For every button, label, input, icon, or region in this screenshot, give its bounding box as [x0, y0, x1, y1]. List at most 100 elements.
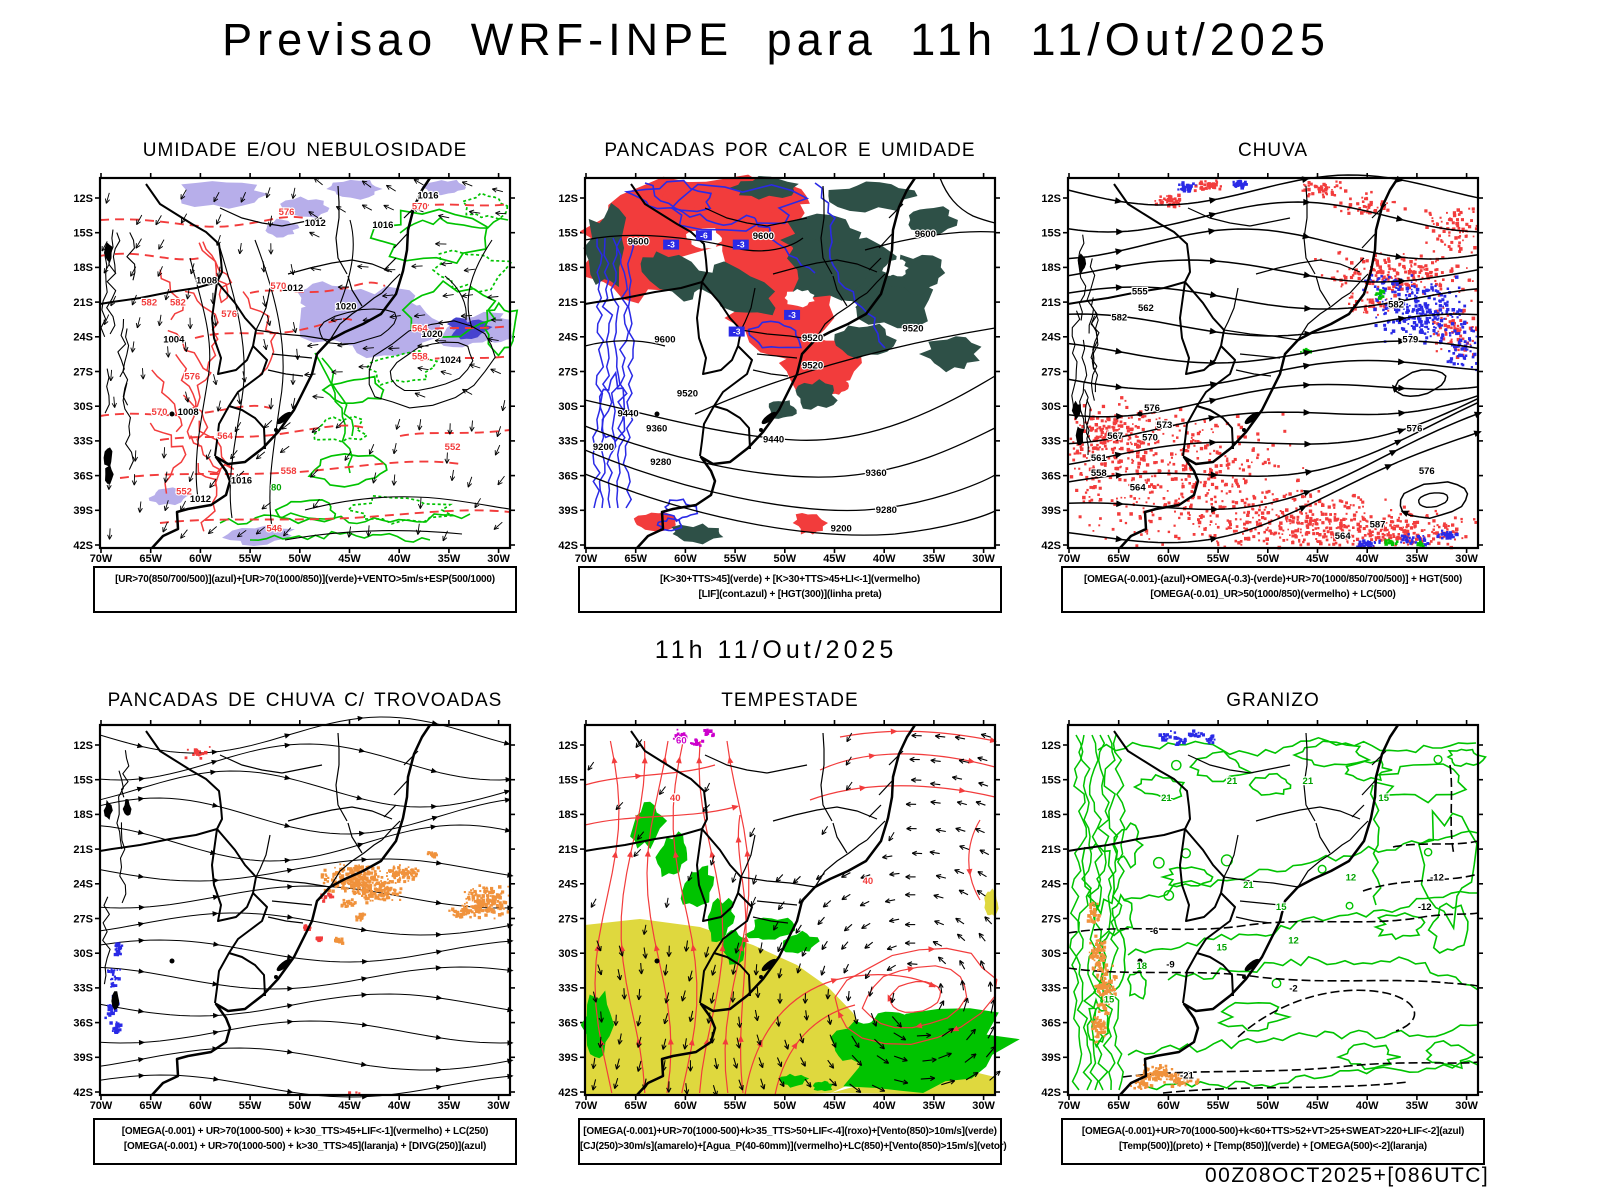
legend-line: [Temp(500)](preto) + [Temp(850)](verde) …: [1119, 1141, 1427, 1152]
svg-text:12S: 12S: [73, 740, 93, 752]
svg-text:30W: 30W: [1455, 553, 1478, 565]
coastline-borders: [584, 724, 917, 1096]
svg-text:1012: 1012: [305, 218, 326, 229]
svg-text:70W: 70W: [90, 553, 113, 565]
shower-speckle: [104, 746, 510, 1095]
svg-text:552: 552: [176, 486, 192, 497]
svg-text:42S: 42S: [1041, 540, 1061, 552]
contour-labels: 582 579 576 576 576 573 570 567 564 561 558 555 582 5…: [1090, 285, 1436, 542]
svg-text:-3: -3: [733, 327, 741, 337]
svg-text:35W: 35W: [438, 553, 461, 565]
svg-text:576: 576: [221, 309, 237, 320]
svg-text:65W: 65W: [1107, 553, 1130, 565]
panel-title-trovoadas: PANCADAS DE CHUVA C/ TROVOADAS: [107, 690, 503, 711]
svg-text:9600: 9600: [753, 231, 774, 242]
svg-text:60W: 60W: [674, 1100, 697, 1112]
svg-text:70W: 70W: [575, 1100, 598, 1112]
svg-text:55W: 55W: [1207, 1100, 1230, 1112]
svg-text:9360: 9360: [866, 468, 887, 479]
svg-text:80: 80: [271, 483, 282, 494]
svg-text:570: 570: [270, 281, 286, 292]
svg-text:39S: 39S: [558, 505, 578, 517]
svg-text:27S: 27S: [73, 913, 93, 925]
legend-line: [LIF](cont.azul) + [HGT(300)](linha pret…: [698, 589, 882, 600]
streamlines-hgt500: [1067, 174, 1483, 544]
svg-text:30S: 30S: [1041, 401, 1061, 413]
svg-text:35W: 35W: [438, 1100, 461, 1112]
svg-text:570: 570: [1142, 433, 1158, 444]
svg-text:555: 555: [1132, 287, 1149, 298]
svg-text:27S: 27S: [1041, 913, 1061, 925]
coastline-borders: [1067, 724, 1400, 1096]
svg-text:50W: 50W: [1256, 553, 1279, 565]
svg-text:55W: 55W: [239, 553, 262, 565]
svg-text:21S: 21S: [73, 297, 93, 309]
svg-text:21S: 21S: [558, 844, 578, 856]
legend-line: [OMEGA(-0.001)-(azul)+OMEGA(-0.3)-(verde…: [1083, 574, 1463, 585]
svg-text:33S: 33S: [73, 983, 93, 995]
svg-text:9600: 9600: [628, 237, 649, 248]
svg-text:-3: -3: [667, 240, 675, 250]
svg-text:40W: 40W: [1356, 1100, 1379, 1112]
wind-vectors: [101, 177, 507, 542]
svg-text:65W: 65W: [1107, 1100, 1130, 1112]
svg-text:30W: 30W: [487, 1100, 510, 1112]
wind-vectors-850: [587, 732, 1001, 1097]
svg-text:9520: 9520: [677, 388, 698, 399]
coastline-borders: [99, 724, 432, 1096]
svg-text:12S: 12S: [73, 193, 93, 205]
svg-text:45W: 45W: [338, 1100, 361, 1112]
svg-text:-3: -3: [737, 240, 745, 250]
legend-line: [K>30+TTS>45](verde) + [K>30+TTS>45+LI<-…: [660, 574, 920, 585]
svg-text:36S: 36S: [1041, 1017, 1061, 1029]
svg-text:564: 564: [217, 431, 234, 442]
svg-text:587: 587: [1370, 520, 1386, 531]
svg-text:36S: 36S: [73, 470, 93, 482]
svg-text:1020: 1020: [335, 301, 356, 312]
svg-text:45W: 45W: [1306, 553, 1329, 565]
svg-text:40W: 40W: [388, 1100, 411, 1112]
svg-text:576: 576: [184, 372, 200, 383]
svg-text:567: 567: [1107, 431, 1123, 442]
svg-text:70W: 70W: [1058, 553, 1081, 565]
svg-text:50W: 50W: [1256, 1100, 1279, 1112]
svg-text:55W: 55W: [1207, 553, 1230, 565]
svg-text:50W: 50W: [773, 1100, 796, 1112]
svg-text:558: 558: [281, 466, 297, 477]
svg-text:65W: 65W: [624, 1100, 647, 1112]
svg-text:9520: 9520: [802, 333, 823, 344]
legend-trovoadas: [OMEGA(-0.001) + UR>70(1000-500) + k>30_…: [93, 1118, 517, 1165]
contour-labels: 9600 9600 9600 9600 9520 9520 9520 9520 9440 9440…: [592, 228, 937, 535]
legend-granizo: [OMEGA(-0.001)+UR>70(1000-500)+k<60+TTS>…: [1061, 1118, 1485, 1165]
svg-text:30S: 30S: [558, 948, 578, 960]
svg-text:35W: 35W: [1406, 1100, 1429, 1112]
svg-text:12S: 12S: [558, 740, 578, 752]
svg-text:70W: 70W: [1058, 1100, 1081, 1112]
run-info: 00Z08OCT2025+[086UTC]: [1205, 1164, 1490, 1187]
svg-text:33S: 33S: [1041, 436, 1061, 448]
svg-text:12S: 12S: [558, 193, 578, 205]
svg-text:9280: 9280: [876, 505, 897, 516]
svg-text:35W: 35W: [923, 1100, 946, 1112]
svg-text:42S: 42S: [558, 1087, 578, 1099]
svg-text:39S: 39S: [558, 1052, 578, 1064]
svg-text:562: 562: [1138, 303, 1154, 314]
svg-text:45W: 45W: [823, 1100, 846, 1112]
svg-text:33S: 33S: [558, 436, 578, 448]
svg-text:24S: 24S: [558, 332, 578, 344]
svg-text:9360: 9360: [646, 423, 667, 434]
svg-text:558: 558: [1091, 468, 1107, 479]
svg-text:60W: 60W: [1157, 553, 1180, 565]
svg-text:42S: 42S: [73, 540, 93, 552]
svg-text:39S: 39S: [73, 1052, 93, 1064]
svg-text:564: 564: [1130, 483, 1147, 494]
svg-text:30W: 30W: [1455, 1100, 1478, 1112]
svg-text:1008: 1008: [178, 407, 199, 418]
svg-text:30S: 30S: [558, 401, 578, 413]
